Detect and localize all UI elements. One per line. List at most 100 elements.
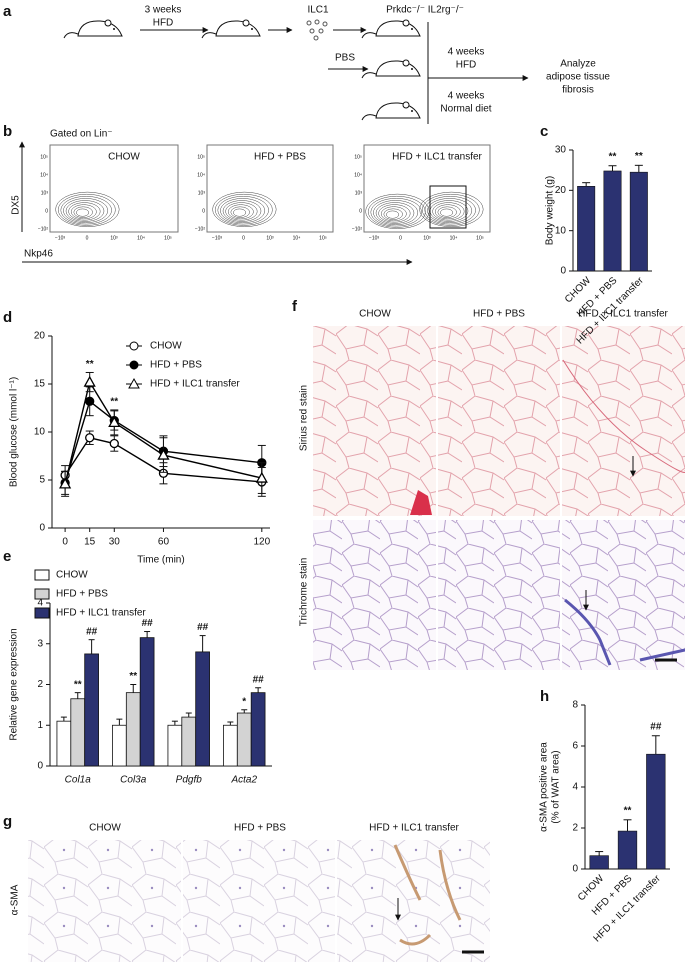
micrograph-detail	[562, 359, 685, 473]
flow-x-tick: 10³	[423, 235, 431, 241]
contour	[225, 202, 258, 221]
contour	[227, 204, 254, 220]
y-tick-label: 0	[39, 523, 45, 534]
panel-label: g	[3, 813, 12, 830]
contour	[386, 210, 400, 219]
bar	[589, 855, 609, 870]
y-tick-label: 4	[37, 598, 43, 609]
flow-x-tick: −10³	[369, 235, 379, 241]
bar	[629, 171, 648, 272]
axis-label: Nkp46	[24, 249, 53, 260]
y-tick-label: 2	[572, 823, 578, 834]
significance: *	[242, 696, 246, 707]
column-header: HFD + PBS	[473, 309, 525, 320]
x-tick-label: Acta2	[230, 775, 257, 786]
bar	[195, 651, 210, 767]
legend-label: HFD + ILC1 transfer	[56, 608, 146, 619]
flow-y-tick: 0	[202, 208, 205, 214]
contour	[373, 200, 419, 226]
bar	[84, 653, 99, 767]
contour	[63, 198, 109, 224]
row-label: Sirius red stain	[299, 385, 310, 451]
mouse-ear	[402, 101, 410, 109]
row-label: α-SMA	[10, 884, 21, 915]
panel-label: e	[3, 548, 11, 565]
y-tick-label: 5	[39, 475, 45, 486]
y-tick-label: 20	[555, 185, 567, 196]
point	[108, 416, 121, 428]
contour	[378, 204, 411, 223]
column-header: HFD + PBS	[234, 823, 286, 834]
y-tick-label: 3	[37, 638, 43, 649]
x-tick-label: 60	[158, 537, 170, 548]
contour	[424, 196, 476, 225]
flow-y-tick: 10³	[41, 190, 49, 196]
y-axis-label: α-SMA positive area	[539, 742, 550, 832]
flow-y-tick: 10⁵	[40, 154, 48, 160]
significance: ##	[650, 721, 662, 732]
y-tick-label: 2	[37, 679, 43, 690]
bar	[617, 830, 638, 870]
micrograph	[28, 840, 490, 962]
flow-y-tick: 10⁴	[197, 172, 205, 178]
contour	[365, 193, 430, 229]
contour	[76, 208, 90, 217]
x-tick-label: 30	[109, 537, 121, 548]
y-axis-label: Body weight (g)	[545, 176, 556, 245]
diagram-text: 3 weeks	[145, 5, 182, 16]
contour	[421, 193, 480, 226]
flow-y-tick: 10⁴	[354, 172, 362, 178]
diagram	[63, 19, 421, 121]
bar	[181, 716, 197, 767]
significance: ##	[253, 674, 265, 685]
flow-x-tick: 10³	[110, 235, 118, 241]
flow-plot	[49, 144, 179, 233]
contour	[367, 195, 426, 228]
significance: **	[635, 151, 643, 162]
plot-title: HFD + ILC1 transfer	[392, 152, 482, 163]
legend-marker	[129, 341, 139, 351]
y-tick-label: 6	[572, 741, 578, 752]
panel-label: f	[292, 298, 298, 315]
y-axis-label: Relative gene expression	[9, 628, 20, 740]
diagram-text: Prkdc⁻/⁻ IL2rg⁻/⁻	[386, 5, 464, 16]
x-tick-label: 120	[253, 537, 270, 548]
y-tick-label: 0	[37, 761, 43, 772]
mouse-eye	[411, 68, 413, 70]
x-tick-label: Col1a	[65, 775, 92, 786]
micrograph	[313, 520, 685, 670]
bar	[603, 170, 622, 272]
significance: **	[110, 397, 118, 408]
flow-x-tick: 10⁵	[164, 235, 172, 241]
diagram-text: 4 weeks	[448, 47, 485, 58]
legend-label: HFD + PBS	[56, 589, 108, 600]
x-tick-label: 0	[62, 537, 68, 548]
flow-y-tick: 10⁵	[197, 154, 205, 160]
y-tick-label: 30	[555, 145, 567, 156]
contour	[60, 196, 112, 225]
diagram-text: Normal diet	[440, 104, 491, 115]
legend-swatch	[34, 569, 50, 581]
contour	[419, 191, 484, 227]
y-tick-label: 10	[34, 427, 46, 438]
point	[85, 433, 95, 443]
point	[157, 448, 170, 460]
mouse-ear	[402, 19, 410, 27]
legend-label: CHOW	[56, 570, 88, 581]
contour	[230, 206, 250, 218]
significance: **	[129, 671, 137, 682]
bar	[646, 753, 666, 870]
bar	[70, 698, 86, 767]
y-tick-label: 10	[555, 225, 567, 236]
flow-x-tick: 10⁵	[319, 235, 327, 241]
diagram-text: 4 weeks	[448, 91, 485, 102]
y-tick-label: 15	[34, 379, 46, 390]
flow-y-tick: 10⁴	[40, 172, 48, 178]
mouse-ear	[104, 19, 112, 27]
flow-y-tick: 0	[45, 208, 48, 214]
diagram-text: Analyze	[560, 59, 596, 70]
diagram-text: fibrosis	[562, 85, 594, 96]
flow-y-tick: 10⁵	[354, 154, 362, 160]
mouse-ear	[242, 19, 250, 27]
